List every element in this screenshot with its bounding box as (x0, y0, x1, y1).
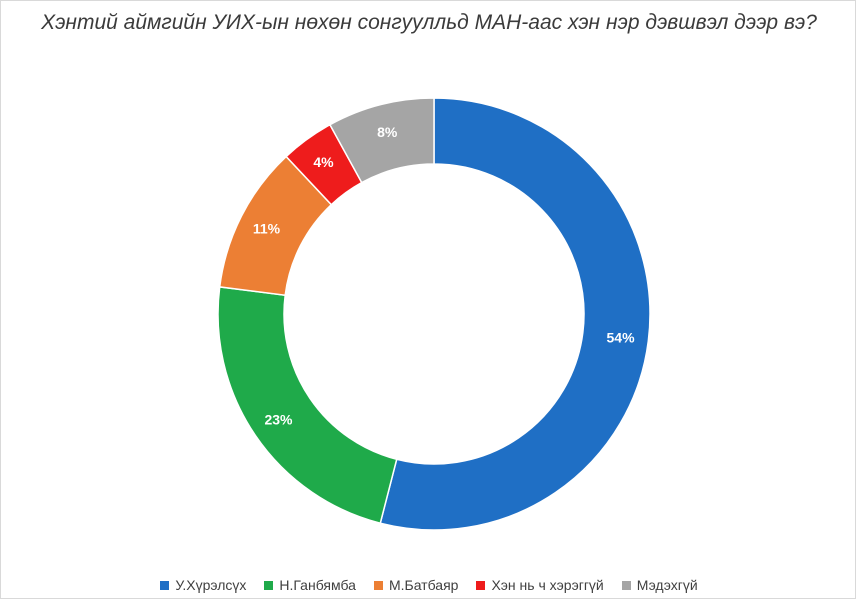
legend-item-1: Н.Ганбямба (264, 577, 356, 593)
legend-item-4: Мэдэхгүй (621, 577, 698, 593)
legend-label-2: М.Батбаяр (388, 577, 459, 593)
slice-data-label-3: 4% (313, 154, 334, 170)
legend-swatch-3 (476, 580, 486, 590)
legend-label-4: Мэдэхгүй (636, 577, 698, 593)
legend-label-0: У.Хүрэлсүх (175, 577, 247, 593)
legend-item-0: У.Хүрэлсүх (160, 577, 246, 593)
legend-swatch-4 (621, 580, 631, 590)
slice-data-label-4: 8% (377, 124, 398, 140)
slice-data-label-2: 11% (253, 221, 281, 237)
legend-label-3: Хэн нь ч хэрэггүй (491, 577, 604, 593)
legend-swatch-0 (160, 580, 170, 590)
legend-swatch-2 (373, 580, 383, 590)
legend-item-2: М.Батбаяр (373, 577, 459, 593)
legend-label-1: Н.Ганбямба (279, 577, 356, 593)
donut-slice-1 (217, 286, 398, 525)
slice-data-label-1: 23% (264, 412, 293, 428)
chart-title: Хэнтий аймгийн УИХ-ын нөхөн сонгуулльд М… (41, 11, 817, 34)
legend-swatch-1 (264, 580, 274, 590)
donut-slice-4 (328, 97, 435, 184)
slice-data-label-0: 54% (607, 330, 636, 346)
legend: У.Хүрэлсүх Н.Ганбямба М.Батбаяр Хэн нь ч хэ… (1, 575, 856, 595)
donut-slice-0 (379, 97, 651, 531)
legend-item-3: Хэн нь ч хэрэггүй (476, 577, 604, 593)
